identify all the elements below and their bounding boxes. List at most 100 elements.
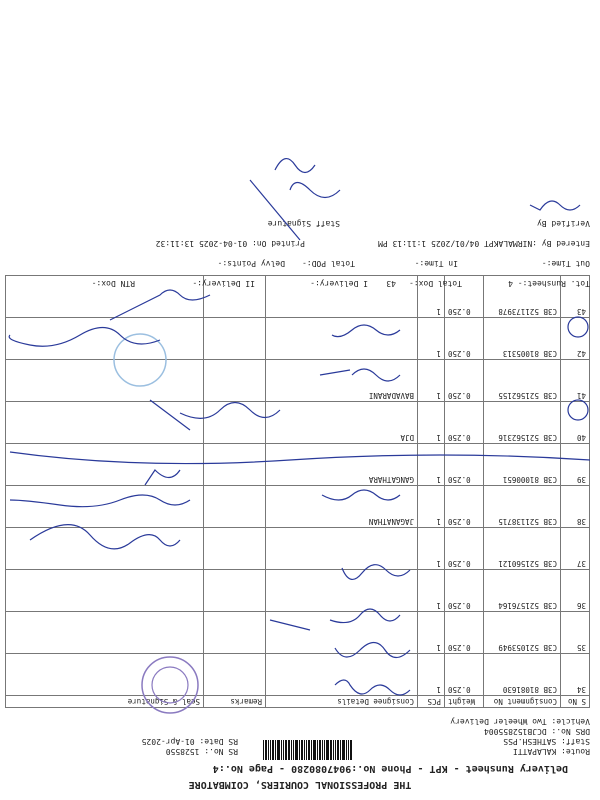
table-row: 41 C3B 521562155 0.250 1 BAVADARANI [5, 359, 590, 402]
remarks-cell [203, 485, 266, 528]
weight-cell: 0.250 [444, 317, 484, 360]
barcode-bar [342, 740, 345, 760]
weight-cell: 0.250 [444, 443, 484, 486]
sno-cell: 34 [560, 653, 590, 696]
col-remarks: Remarks [203, 695, 266, 708]
barcode-bar [275, 740, 276, 760]
barcode-bar [285, 740, 287, 760]
consignment-no-cell: C3B 521562155 [483, 359, 561, 402]
barcode-bar [306, 740, 307, 760]
drs-number: DRS No.: DCJB152855004 [484, 727, 590, 736]
weight-cell: 0.250 [444, 611, 484, 654]
col-weight: Weight [444, 695, 484, 708]
route: Route: KALAPATTI [512, 747, 590, 756]
pcs-cell: 1 [417, 443, 445, 486]
barcode-bar [337, 740, 339, 760]
consignee-cell: BAVADARANI [265, 359, 418, 402]
consignment-no-cell: C3B 521576164 [483, 569, 561, 612]
consignee-cell [265, 317, 418, 360]
remarks-cell [203, 443, 266, 486]
table-row: 34 C3B 81081630 0.250 1 [5, 653, 590, 696]
table-row: 35 C3B 521053949 0.250 1 [5, 611, 590, 654]
col-consignee: Consignee Details [265, 695, 418, 708]
seal-signature-cell [5, 401, 204, 444]
barcode-bar [299, 740, 300, 760]
consignment-no-cell: C3B 521138715 [483, 485, 561, 528]
staff-initials [274, 158, 316, 174]
consignment-no-cell: C3B 81081630 [483, 653, 561, 696]
col-sno: S No [560, 695, 590, 708]
sno-cell: 36 [560, 569, 590, 612]
table-row: 42 C3B 81005313 0.250 1 [5, 317, 590, 360]
barcode-bar [317, 740, 318, 760]
barcode-bar [277, 740, 280, 760]
col-seal-signature: Seal & Signature [5, 695, 204, 708]
remarks-cell [203, 653, 266, 696]
sno-cell: 42 [560, 317, 590, 360]
pcs-cell: 1 [417, 485, 445, 528]
printed-on: Printed On: 01-04-2025 13:11:32 [155, 239, 305, 248]
table-row: 39 C3B 81000651 0.250 1 GANGATHARA [5, 443, 590, 486]
out-time: Out Time:- [541, 259, 590, 268]
remarks-cell [203, 401, 266, 444]
col-consignment: Consignment No [483, 695, 561, 708]
barcode-bar [340, 740, 341, 760]
table-row: 38 C3B 521138715 0.250 1 JAGANATHAN [5, 485, 590, 528]
table-row: 36 C3B 521576164 0.250 1 [5, 569, 590, 612]
seal-signature-cell [5, 485, 204, 528]
seal-signature-cell [5, 359, 204, 402]
barcode-bar [335, 740, 336, 760]
total-dox-value: 43 [386, 279, 396, 288]
total-pod: Total POD:- [302, 259, 355, 268]
barcode-bar [301, 740, 303, 760]
sno-cell: 37 [560, 527, 590, 570]
pcs-cell: 1 [417, 401, 445, 444]
remarks-cell [203, 569, 266, 612]
barcode-bar [346, 740, 347, 760]
rtn-dox: RTN Dox:- [91, 279, 135, 288]
sno-cell: 41 [560, 359, 590, 402]
weight-cell: 0.250 [444, 485, 484, 528]
sno-cell: 38 [560, 485, 590, 528]
remarks-cell [203, 317, 266, 360]
table-row: 40 C3B 521562316 0.250 1 DJA [5, 401, 590, 444]
barcode-bar [263, 740, 264, 760]
remarks-cell [203, 527, 266, 570]
barcode-bar [308, 740, 310, 760]
remarks-cell [203, 611, 266, 654]
seal-signature-cell [5, 443, 204, 486]
barcode-bar [283, 740, 284, 760]
total-dox: Total Dox:- [409, 279, 462, 288]
tot-runsheet: Tot. Runsheet:- 4 [508, 279, 590, 288]
barcode-bar [295, 740, 298, 760]
barcode-bar [288, 740, 290, 760]
consignee-cell [265, 527, 418, 570]
remarks-cell [203, 359, 266, 402]
staff-signature: Staff Signature [267, 219, 340, 228]
weight-cell: 0.250 [444, 527, 484, 570]
ii-delivery: II Delivery:- [192, 279, 255, 288]
runsheet-subtitle: Delivery Runsheet - KPT - Phone No.:9047… [212, 763, 568, 774]
barcode-bar [348, 740, 349, 760]
barcode-bar [350, 740, 352, 760]
weight-cell: 0.250 [444, 569, 484, 612]
consignment-no-cell: C3B 521053949 [483, 611, 561, 654]
barcode [248, 740, 352, 760]
verified-signature [529, 200, 581, 211]
rs-date: RS Date: 01-Apr-2025 [141, 737, 238, 746]
consignment-no-cell: C3B 521562316 [483, 401, 561, 444]
staff: Staff: SATHESH.PSS [503, 737, 590, 746]
consignment-no-cell: C3B 81005313 [483, 317, 561, 360]
sno-cell: 39 [560, 443, 590, 486]
vehicle: Vehicle: Two Wheeler Delivery [450, 717, 590, 726]
consignee-cell [265, 569, 418, 612]
pcs-cell: 1 [417, 569, 445, 612]
col-pcs: PCS [417, 695, 445, 708]
barcode-bar [272, 740, 274, 760]
pcs-cell: 1 [417, 653, 445, 696]
seal-signature-cell [5, 611, 204, 654]
barcode-bar [333, 740, 334, 760]
barcode-bar [330, 740, 332, 760]
barcode-bar [319, 740, 321, 760]
